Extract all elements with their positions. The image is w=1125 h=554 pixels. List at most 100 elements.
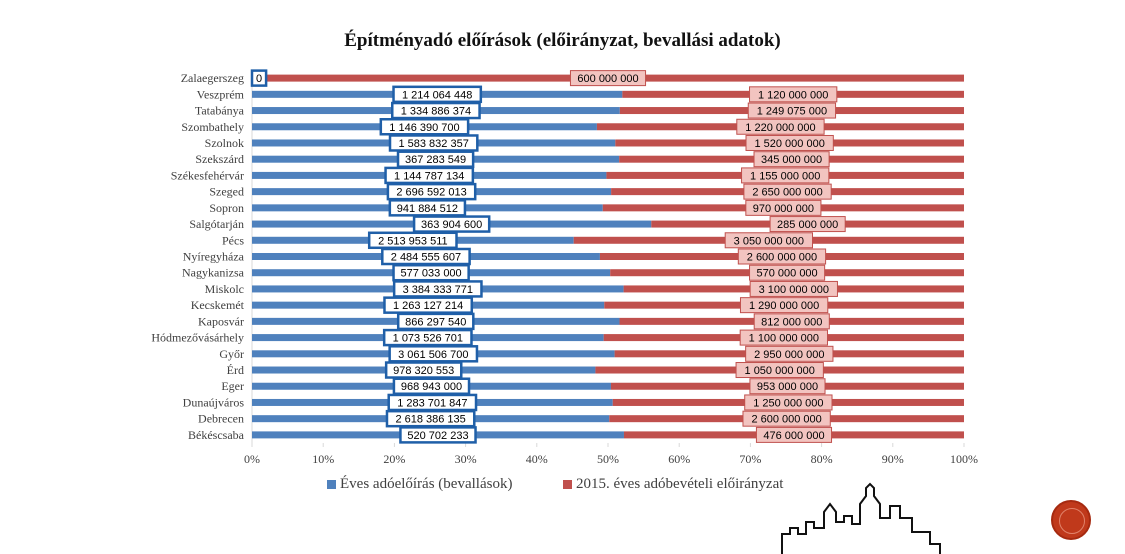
x-tick-label: 40% bbox=[526, 452, 548, 466]
data-label-red-box bbox=[741, 167, 830, 184]
data-label-red: 1 120 000 000 bbox=[758, 89, 828, 101]
data-label-red: 812 000 000 bbox=[761, 316, 822, 328]
data-label-red-box bbox=[753, 313, 830, 330]
data-label-red-box bbox=[749, 280, 838, 297]
legend-swatch-red bbox=[563, 480, 572, 489]
category-label: Pécs bbox=[222, 233, 244, 247]
data-label-red: 2 600 000 000 bbox=[751, 414, 821, 426]
data-label-blue: 2 696 592 013 bbox=[396, 187, 466, 199]
data-label-red-box bbox=[755, 426, 833, 443]
data-label-red-box bbox=[743, 183, 832, 200]
legend-label-blue: Éves adóelőírás (bevallások) bbox=[340, 476, 513, 492]
x-tick-label: 70% bbox=[739, 452, 761, 466]
data-label-red: 570 000 000 bbox=[757, 268, 818, 280]
data-label-red: 1 050 000 000 bbox=[745, 365, 815, 377]
data-label-blue: 577 033 000 bbox=[401, 268, 462, 280]
x-tick-label: 100% bbox=[950, 452, 978, 466]
data-label-red: 970 000 000 bbox=[753, 203, 814, 215]
data-label-red-box bbox=[739, 297, 829, 314]
data-label-blue: 2 618 386 135 bbox=[395, 414, 465, 426]
x-tick-label: 80% bbox=[811, 452, 833, 466]
data-label-red: 345 000 000 bbox=[761, 154, 822, 166]
data-label-red: 1 155 000 000 bbox=[750, 170, 820, 182]
data-label-red-box bbox=[724, 232, 814, 249]
x-tick-label: 30% bbox=[455, 452, 477, 466]
category-label: Szekszárd bbox=[195, 152, 244, 166]
data-label-blue: 1 073 526 701 bbox=[393, 333, 463, 345]
data-label-red: 2 650 000 000 bbox=[752, 187, 822, 199]
data-label-red-box bbox=[737, 248, 827, 265]
data-label-blue: 363 904 600 bbox=[421, 219, 482, 231]
category-label: Tatabánya bbox=[195, 104, 245, 118]
category-label: Szombathely bbox=[181, 120, 244, 134]
data-label-red-box bbox=[735, 362, 824, 379]
data-label-red-box bbox=[739, 329, 828, 346]
category-label: Kecskemét bbox=[191, 298, 245, 312]
data-label-red-box bbox=[753, 151, 830, 168]
data-label-red: 1 290 000 000 bbox=[749, 300, 819, 312]
data-label-red: 2 600 000 000 bbox=[747, 252, 817, 264]
category-label: Nagykanizsa bbox=[182, 266, 245, 280]
legend-item-red: 2015. éves adóbevételi előirányzat bbox=[563, 476, 783, 493]
data-label-blue: 1 263 127 214 bbox=[393, 300, 463, 312]
data-label-red: 3 050 000 000 bbox=[734, 235, 804, 247]
x-tick-label: 20% bbox=[383, 452, 405, 466]
category-label: Eger bbox=[221, 379, 244, 393]
category-label: Salgótarján bbox=[189, 217, 244, 231]
data-label-blue: 3 061 506 700 bbox=[398, 349, 468, 361]
data-label-red-box bbox=[744, 394, 833, 411]
category-label: Hódmezővásárhely bbox=[151, 331, 244, 345]
category-label: Székesfehérvár bbox=[171, 168, 244, 182]
category-label: Békéscsaba bbox=[188, 428, 245, 442]
category-label: Kaposvár bbox=[198, 314, 244, 328]
x-tick-label: 90% bbox=[882, 452, 904, 466]
data-label-blue: 3 384 333 771 bbox=[403, 284, 473, 296]
legend-label-red: 2015. éves adóbevételi előirányzat bbox=[576, 476, 784, 492]
data-label-blue: 866 297 540 bbox=[405, 316, 466, 328]
data-label-red-box bbox=[569, 70, 647, 87]
x-tick-label: 60% bbox=[668, 452, 690, 466]
data-label-red: 476 000 000 bbox=[763, 430, 824, 442]
data-label-red-box bbox=[749, 378, 826, 395]
data-label-blue: 2 513 953 511 bbox=[378, 235, 448, 247]
data-label-red-box bbox=[736, 118, 825, 135]
data-label-blue: 968 943 000 bbox=[401, 381, 462, 393]
data-label-red: 1 100 000 000 bbox=[749, 333, 819, 345]
data-label-blue: 941 884 512 bbox=[397, 203, 458, 215]
data-label-red-box bbox=[747, 102, 837, 119]
data-label-red-box bbox=[742, 410, 831, 427]
x-tick-label: 50% bbox=[597, 452, 619, 466]
chart-title: Építményadó előírások (előirányzat, beva… bbox=[344, 30, 781, 51]
data-label-red-box bbox=[745, 345, 834, 362]
data-label-red: 953 000 000 bbox=[757, 381, 818, 393]
data-label-blue: 367 283 549 bbox=[405, 154, 466, 166]
data-label-blue: 1 214 064 448 bbox=[402, 89, 472, 101]
data-label-red-box bbox=[749, 86, 838, 103]
legend-swatch-blue bbox=[327, 480, 336, 489]
category-label: Szeged bbox=[209, 185, 244, 199]
category-label: Dunaújváros bbox=[183, 395, 245, 409]
x-tick-label: 10% bbox=[312, 452, 334, 466]
data-label-blue: 1 144 787 134 bbox=[394, 170, 464, 182]
data-label-red: 2 950 000 000 bbox=[754, 349, 824, 361]
x-tick-label: 0% bbox=[244, 452, 260, 466]
data-label-blue-box bbox=[399, 426, 477, 444]
data-label-blue: 1 334 886 374 bbox=[401, 106, 471, 118]
category-label: Győr bbox=[219, 347, 244, 361]
data-label-red: 3 100 000 000 bbox=[759, 284, 829, 296]
legend-item-blue: Éves adóelőírás (bevallások) bbox=[327, 476, 512, 493]
data-label-blue: 978 320 553 bbox=[393, 365, 454, 377]
data-label-blue: 1 283 701 847 bbox=[397, 397, 467, 409]
category-label: Nyíregyháza bbox=[183, 250, 245, 264]
data-label-blue: 1 146 390 700 bbox=[389, 122, 459, 134]
data-label-red-box bbox=[745, 134, 834, 151]
data-label-red-box bbox=[769, 216, 846, 233]
category-label: Szolnok bbox=[205, 136, 244, 150]
category-label: Debrecen bbox=[198, 412, 244, 426]
data-label-red: 285 000 000 bbox=[777, 219, 838, 231]
data-label-blue: 1 583 832 357 bbox=[398, 138, 468, 150]
data-label-red-box bbox=[745, 199, 822, 216]
category-label: Miskolc bbox=[205, 282, 244, 296]
data-label-red: 1 520 000 000 bbox=[754, 138, 824, 150]
